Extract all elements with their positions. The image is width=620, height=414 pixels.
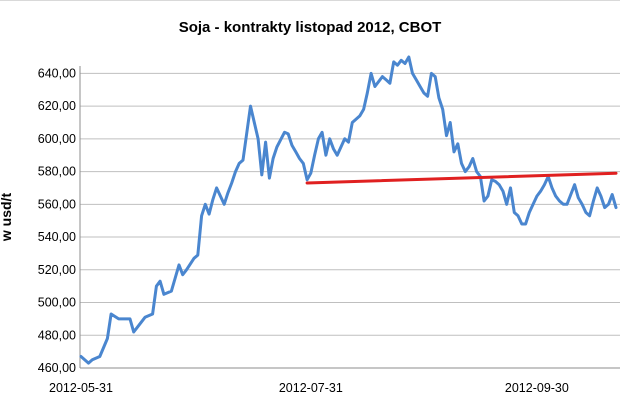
y-tick-label: 520,00 <box>38 263 76 277</box>
x-tick-label: 2012-05-31 <box>49 381 113 395</box>
y-tick-label: 480,00 <box>38 328 76 342</box>
y-tick-label: 620,00 <box>38 99 76 113</box>
y-axis-label: w usd/t <box>0 193 14 243</box>
chart-title: Soja - kontrakty listopad 2012, CBOT <box>179 19 442 36</box>
y-axis-ticks: 460,00 480,00 500,00 520,00 540,00 560,00 580,… <box>38 66 76 375</box>
y-tick-label: 640,00 <box>38 66 76 80</box>
y-tick-label: 540,00 <box>38 230 76 244</box>
x-axis-ticks: 2012-05-31 2012-07-31 2012-09-30 <box>49 381 569 395</box>
grid-lines <box>80 72 620 336</box>
y-tick-label: 580,00 <box>38 165 76 179</box>
series-group <box>79 55 618 365</box>
x-tick-label: 2012-07-31 <box>279 381 343 395</box>
series-line-1 <box>79 55 618 365</box>
y-tick-label: 560,00 <box>38 197 76 211</box>
y-tick-label: 600,00 <box>38 132 76 146</box>
y-tick-label: 460,00 <box>38 361 76 375</box>
x-tick-label: 2012-09-30 <box>505 381 569 395</box>
series-line-2 <box>305 171 618 185</box>
y-tick-label: 500,00 <box>38 296 76 310</box>
